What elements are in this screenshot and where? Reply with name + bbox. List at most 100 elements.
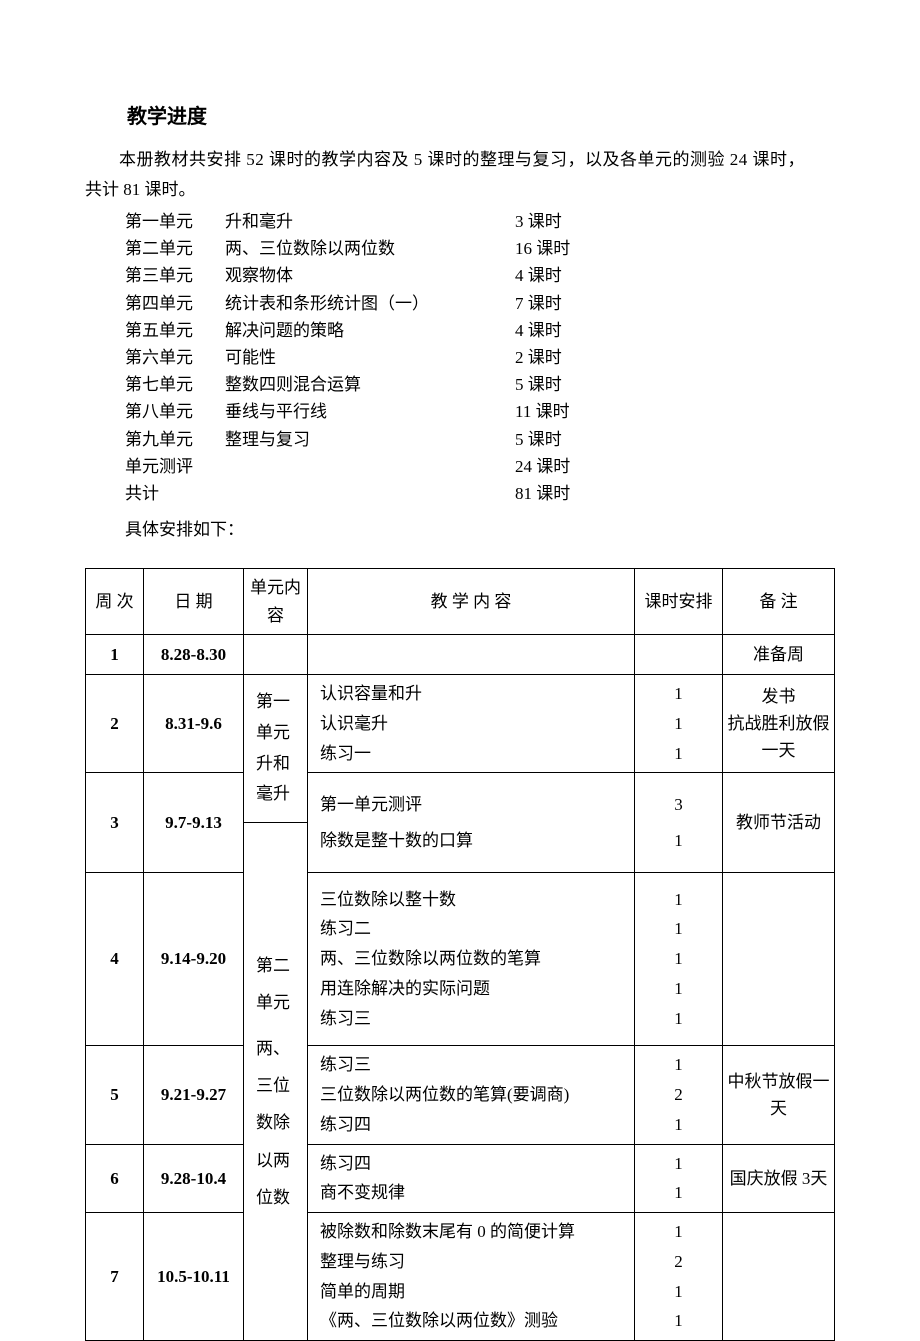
hours-cell: 3 bbox=[635, 773, 723, 823]
unit-hours: 4 课时 bbox=[515, 317, 562, 344]
unit-cell: 第二单元 两、三位数除以两位数 bbox=[244, 823, 308, 1341]
unit-name: 第六单元 bbox=[125, 344, 225, 371]
unit-topic: 升和毫升 bbox=[225, 208, 515, 235]
unit-row: 第四单元 统计表和条形统计图（一） 7 课时 bbox=[125, 290, 835, 317]
table-row: 7 10.5-10.11 被除数和除数末尾有 0 的简便计算整理与练习简单的周期… bbox=[86, 1213, 835, 1341]
table-row: 3 9.7-9.13 第一单元测评 3 教师节活动 bbox=[86, 773, 835, 823]
unit-name: 第一单元 bbox=[125, 208, 225, 235]
note-cell: 中秋节放假一天 bbox=[723, 1046, 835, 1144]
unit-hours: 5 课时 bbox=[515, 426, 562, 453]
unit-row: 第二单元 两、三位数除以两位数 16 课时 bbox=[125, 235, 835, 262]
unit-hours: 11 课时 bbox=[515, 398, 570, 425]
unit-name: 第二单元 bbox=[125, 235, 225, 262]
unit-name: 第七单元 bbox=[125, 371, 225, 398]
unit-row: 第三单元 观察物体 4 课时 bbox=[125, 262, 835, 289]
week-cell: 4 bbox=[86, 872, 144, 1046]
unit-label-2: 两、三位数除以两位数 bbox=[256, 1030, 295, 1217]
unit-name: 第四单元 bbox=[125, 290, 225, 317]
table-row: 1 8.28-8.30 准备周 bbox=[86, 635, 835, 675]
header-note: 备 注 bbox=[723, 569, 835, 635]
hours-cell: 121 bbox=[635, 1046, 723, 1144]
content-cell: 认识容量和升认识毫升练习一 bbox=[308, 675, 635, 773]
note-cell: 国庆放假 3天 bbox=[723, 1144, 835, 1213]
page-title: 教学进度 bbox=[127, 100, 835, 129]
table-row: 5 9.21-9.27 练习三三位数除以两位数的笔算(要调商)练习四 121 中… bbox=[86, 1046, 835, 1144]
unit-topic bbox=[225, 453, 515, 480]
header-date: 日 期 bbox=[144, 569, 244, 635]
unit-hours: 5 课时 bbox=[515, 371, 562, 398]
unit-hours: 3 课时 bbox=[515, 208, 562, 235]
unit-hours: 2 课时 bbox=[515, 344, 562, 371]
unit-name: 共计 bbox=[125, 480, 225, 507]
content-cell: 练习四商不变规律 bbox=[308, 1144, 635, 1213]
sub-intro: 具体安排如下： bbox=[125, 515, 835, 540]
content-cell: 除数是整十数的口算 bbox=[308, 823, 635, 873]
unit-name: 第三单元 bbox=[125, 262, 225, 289]
header-unit: 单元内容 bbox=[244, 569, 308, 635]
unit-topic: 统计表和条形统计图（一） bbox=[225, 290, 515, 317]
table-header-row: 周 次 日 期 单元内容 教 学 内 容 课时安排 备 注 bbox=[86, 569, 835, 635]
unit-hours: 81 课时 bbox=[515, 480, 570, 507]
unit-row: 第八单元 垂线与平行线 11 课时 bbox=[125, 398, 835, 425]
unit-topic: 垂线与平行线 bbox=[225, 398, 515, 425]
note-cell: 准备周 bbox=[723, 635, 835, 675]
unit-topic: 整数四则混合运算 bbox=[225, 371, 515, 398]
unit-hours: 7 课时 bbox=[515, 290, 562, 317]
unit-row: 第七单元 整数四则混合运算 5 课时 bbox=[125, 371, 835, 398]
week-cell: 2 bbox=[86, 675, 144, 773]
content-cell: 练习三三位数除以两位数的笔算(要调商)练习四 bbox=[308, 1046, 635, 1144]
intro-line-2: 共计 81 课时。 bbox=[85, 177, 835, 203]
note-cell: 发书抗战胜利放假一天 bbox=[723, 675, 835, 773]
unit-topic: 解决问题的策略 bbox=[225, 317, 515, 344]
unit-hours: 24 课时 bbox=[515, 453, 570, 480]
content-cell: 被除数和除数末尾有 0 的简便计算整理与练习简单的周期《两、三位数除以两位数》测… bbox=[308, 1213, 635, 1341]
date-cell: 8.31-9.6 bbox=[144, 675, 244, 773]
date-cell: 9.7-9.13 bbox=[144, 773, 244, 872]
content-cell: 三位数除以整十数练习二两、三位数除以两位数的笔算用连除解决的实际问题练习三 bbox=[308, 872, 635, 1046]
table-row: 6 9.28-10.4 练习四商不变规律 11 国庆放假 3天 bbox=[86, 1144, 835, 1213]
week-cell: 6 bbox=[86, 1144, 144, 1213]
week-cell: 3 bbox=[86, 773, 144, 872]
unit-topic: 两、三位数除以两位数 bbox=[225, 235, 515, 262]
content-cell: 第一单元测评 bbox=[308, 773, 635, 823]
unit-row: 单元测评 24 课时 bbox=[125, 453, 835, 480]
date-cell: 9.21-9.27 bbox=[144, 1046, 244, 1144]
unit-topic: 观察物体 bbox=[225, 262, 515, 289]
date-cell: 9.28-10.4 bbox=[144, 1144, 244, 1213]
date-cell: 8.28-8.30 bbox=[144, 635, 244, 675]
note-cell: 教师节活动 bbox=[723, 773, 835, 872]
unit-name: 单元测评 bbox=[125, 453, 225, 480]
unit-row: 共计 81 课时 bbox=[125, 480, 835, 507]
table-row: 2 8.31-9.6 第一单元升和毫升 认识容量和升认识毫升练习一 111 发书… bbox=[86, 675, 835, 773]
header-hours: 课时安排 bbox=[635, 569, 723, 635]
unit-label-1: 第二单元 bbox=[256, 947, 295, 1022]
note-cell bbox=[723, 1213, 835, 1341]
unit-row: 第五单元 解决问题的策略 4 课时 bbox=[125, 317, 835, 344]
intro-line-1: 本册教材共安排 52 课时的教学内容及 5 课时的整理与复习，以及各单元的测验 … bbox=[85, 147, 835, 173]
unit-topic bbox=[225, 480, 515, 507]
hours-cell: 11 bbox=[635, 1144, 723, 1213]
date-cell: 9.14-9.20 bbox=[144, 872, 244, 1046]
unit-cell: 第一单元升和毫升 bbox=[244, 675, 308, 823]
unit-hours: 4 课时 bbox=[515, 262, 562, 289]
week-cell: 7 bbox=[86, 1213, 144, 1341]
unit-topic: 可能性 bbox=[225, 344, 515, 371]
unit-row: 第九单元 整理与复习 5 课时 bbox=[125, 426, 835, 453]
unit-row: 第一单元 升和毫升 3 课时 bbox=[125, 208, 835, 235]
content-cell bbox=[308, 635, 635, 675]
hours-cell: 1 bbox=[635, 823, 723, 873]
date-cell: 10.5-10.11 bbox=[144, 1213, 244, 1341]
week-cell: 1 bbox=[86, 635, 144, 675]
hours-cell: 1211 bbox=[635, 1213, 723, 1341]
hours-cell: 111 bbox=[635, 675, 723, 773]
header-week: 周 次 bbox=[86, 569, 144, 635]
unit-cell bbox=[244, 635, 308, 675]
schedule-table: 周 次 日 期 单元内容 教 学 内 容 课时安排 备 注 1 8.28-8.3… bbox=[85, 568, 835, 1341]
week-cell: 5 bbox=[86, 1046, 144, 1144]
note-cell bbox=[723, 872, 835, 1046]
unit-list: 第一单元 升和毫升 3 课时 第二单元 两、三位数除以两位数 16 课时 第三单… bbox=[125, 208, 835, 507]
table-row: 4 9.14-9.20 三位数除以整十数练习二两、三位数除以两位数的笔算用连除解… bbox=[86, 872, 835, 1046]
unit-name: 第九单元 bbox=[125, 426, 225, 453]
unit-name: 第五单元 bbox=[125, 317, 225, 344]
hours-cell bbox=[635, 635, 723, 675]
